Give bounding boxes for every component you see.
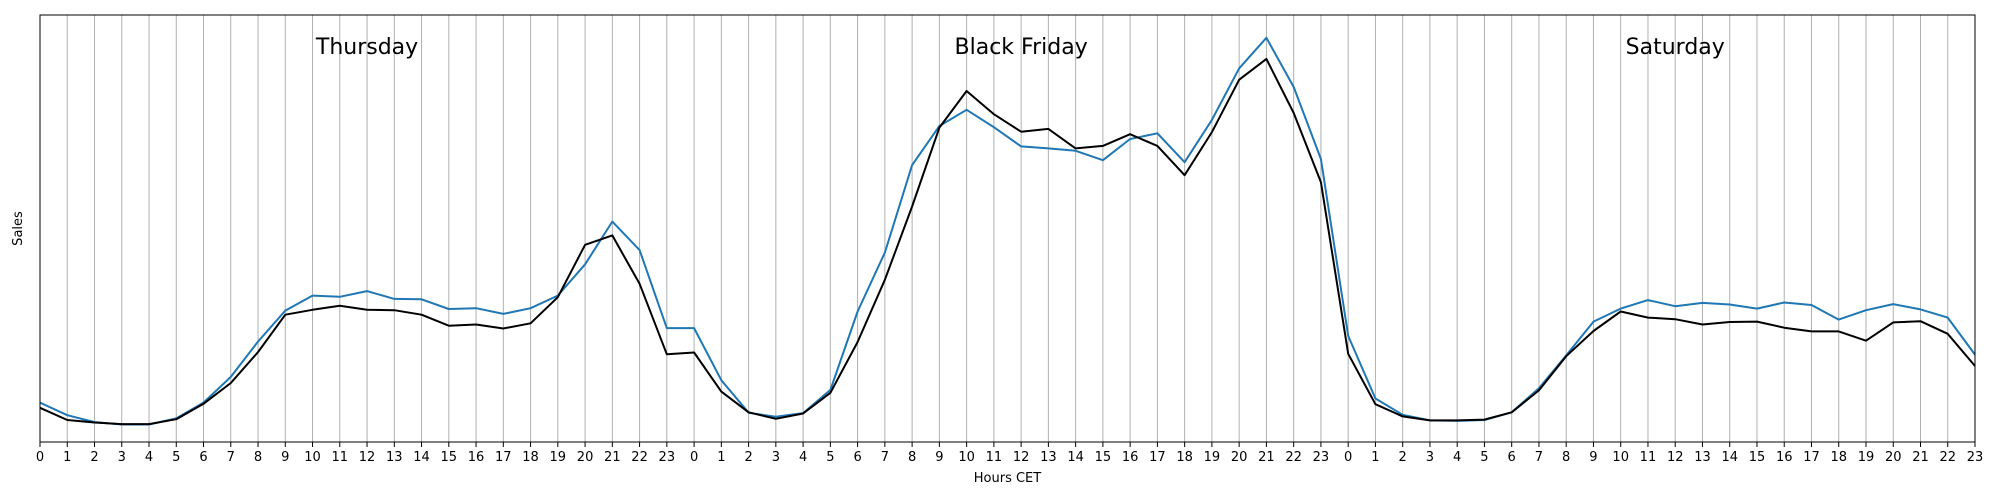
x-tick-label: 0 [36,450,44,465]
x-tick-label: 9 [1589,450,1597,465]
plot-frame [39,14,1976,443]
day-label: Black Friday [955,35,1088,60]
x-tick-label: 14 [1721,450,1738,465]
x-tick-label: 12 [1667,450,1684,465]
x-tick-label: 13 [386,450,403,465]
x-tick-label: 11 [332,450,349,465]
x-tick-label: 2 [90,450,98,465]
x-tick-label: 16 [1122,450,1139,465]
x-tick-label: 9 [935,450,943,465]
x-tick-label: 18 [1830,450,1847,465]
x-tick-label: 15 [1749,450,1766,465]
x-tick-label: 1 [717,450,725,465]
x-tick-label: 13 [1694,450,1711,465]
x-tick-label: 18 [1176,450,1193,465]
day-annotations: Thursday Black Friday Saturday [315,35,1725,60]
x-tick-label: 18 [522,450,539,465]
x-tick-label: 16 [1776,450,1793,465]
x-tick-label: 8 [254,450,262,465]
x-tick-label: 10 [304,450,321,465]
x-tick-label: 20 [577,450,594,465]
x-tick-label: 14 [1067,450,1084,465]
x-tick-label: 19 [550,450,567,465]
x-tick-label: 17 [1149,450,1166,465]
x-tick-label: 7 [1535,450,1543,465]
x-tick-label: 17 [495,450,512,465]
x-tick-label: 10 [1612,450,1629,465]
x-tick-label: 23 [1313,450,1330,465]
day-label: Saturday [1626,35,1725,60]
x-tick-label: 8 [908,450,916,465]
x-tick-label: 4 [799,450,807,465]
x-tick-label: 21 [1912,450,1929,465]
y-axis-label: Sales [11,211,26,246]
x-tick-label: 7 [227,450,235,465]
x-tick-label: 21 [1258,450,1275,465]
series-layer [39,36,1976,426]
x-axis-label: Hours CET [974,471,1042,486]
x-tick-label: 19 [1204,450,1221,465]
x-tick-label: 1 [63,450,71,465]
x-tick-label: 12 [359,450,376,465]
x-tick-label: 23 [1967,450,1984,465]
x-tick-label: 4 [1453,450,1461,465]
x-tick-label: 7 [881,450,889,465]
x-tick-label: 6 [853,450,861,465]
x-tick-label: 20 [1885,450,1902,465]
x-tick-label: 11 [986,450,1003,465]
x-tick-label: 17 [1803,450,1820,465]
x-tick-label: 14 [413,450,430,465]
x-tick-label: 15 [1095,450,1112,465]
vertical-grid [39,15,1976,442]
x-tick-label: 12 [1013,450,1030,465]
x-tick-label: 4 [145,450,153,465]
x-tick-label: 13 [1040,450,1057,465]
x-tick-label: 2 [1399,450,1407,465]
x-tick-label: 22 [1939,450,1956,465]
x-tick-label: 2 [744,450,752,465]
series-line-1 [39,36,1976,426]
x-tick-label: 19 [1858,450,1875,465]
x-tick-label: 0 [690,450,698,465]
x-tick-label: 3 [118,450,126,465]
x-tick-label: 9 [281,450,289,465]
x-tick-label: 22 [1285,450,1302,465]
x-tick-label: 3 [1426,450,1434,465]
x-tick-label: 1 [1371,450,1379,465]
x-tick-label: 23 [659,450,676,465]
x-tick-label: 0 [1344,450,1352,465]
x-ticks: 0 1 2 3 4 5 6 7 8 9 10 11 12 13 14 15 16 17 18 19 20 21 22 23 0 1… [36,442,1983,465]
x-tick-label: 5 [1480,450,1488,465]
day-label: Thursday [315,35,418,60]
x-tick-label: 5 [826,450,834,465]
x-tick-label: 16 [468,450,485,465]
x-tick-label: 6 [199,450,207,465]
x-tick-label: 11 [1640,450,1657,465]
x-tick-label: 21 [604,450,621,465]
x-tick-label: 6 [1508,450,1516,465]
x-tick-label: 8 [1562,450,1570,465]
x-tick-label: 5 [172,450,180,465]
x-tick-label: 3 [772,450,780,465]
x-tick-label: 20 [1231,450,1248,465]
x-tick-label: 10 [958,450,975,465]
x-tick-label: 22 [631,450,648,465]
x-tick-label: 15 [441,450,458,465]
series-line-2 [39,57,1976,426]
